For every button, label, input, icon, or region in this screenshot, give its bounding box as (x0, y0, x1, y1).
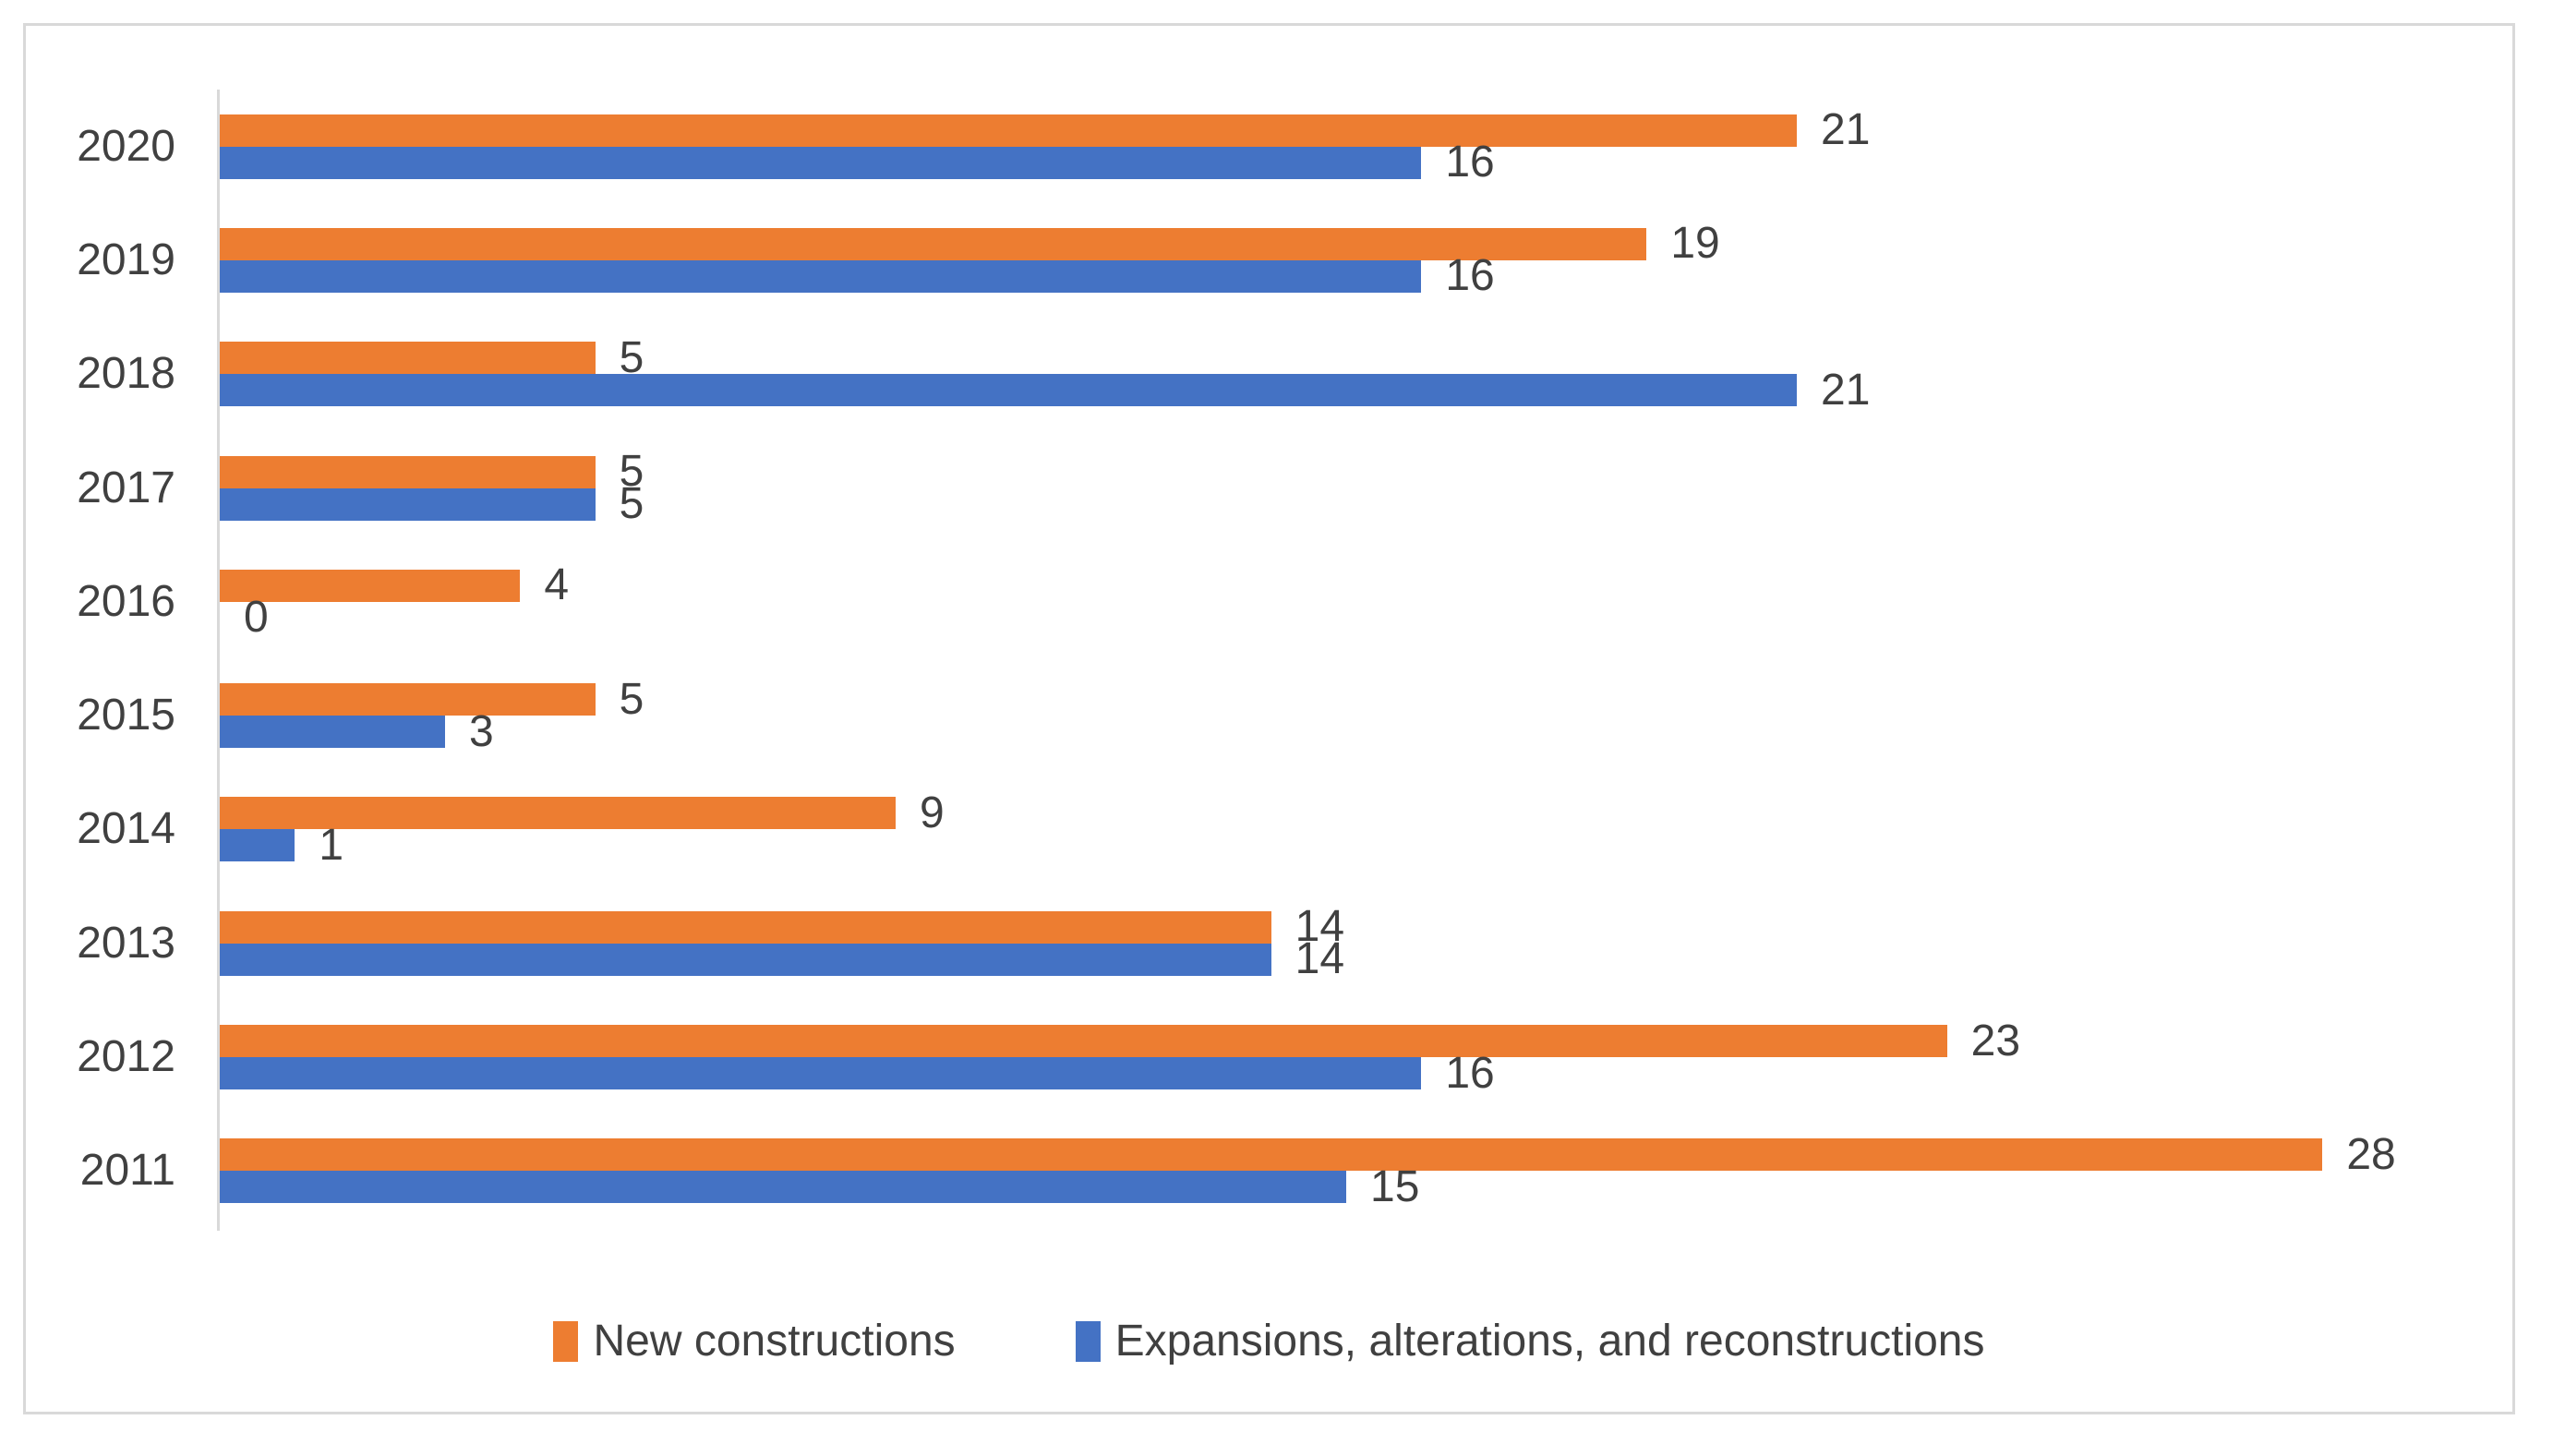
data-label-expansions-2015: 3 (469, 706, 494, 756)
plot-area: 21 16 19 16 5 21 5 5 4 0 5 3 9 1 14 14 23 16 28 15 (220, 90, 2473, 1228)
category-label: 2019 (77, 235, 175, 284)
data-label-new-constructions-2014: 9 (920, 788, 945, 837)
bar-new-constructions-2014 (220, 797, 896, 830)
bar-new-constructions-2018 (220, 342, 596, 375)
legend-label-new-constructions: New constructions (593, 1317, 956, 1366)
legend-item-new-constructions: New constructions (553, 1317, 956, 1366)
bar-expansions-2011 (220, 1171, 1346, 1204)
category-axis-labels: 2020 2019 2018 2017 2016 2015 2014 2013 2012 2011 (0, 90, 175, 1228)
category-label: 2013 (77, 918, 175, 968)
data-label-new-constructions-2019: 19 (1670, 219, 1720, 269)
data-label-expansions-2019: 16 (1445, 251, 1495, 301)
category-label: 2011 (79, 1146, 175, 1196)
category-label: 2016 (77, 576, 175, 626)
bar-new-constructions-2011 (220, 1138, 2323, 1172)
data-label-new-constructions-2018: 5 (619, 332, 644, 382)
bar-expansions-2015 (220, 716, 445, 749)
legend-swatch-new-constructions-icon (553, 1321, 579, 1362)
data-label-expansions-2014: 1 (319, 820, 344, 870)
data-label-new-constructions-2016: 4 (544, 560, 570, 610)
bar-expansions-2019 (220, 259, 1422, 293)
category-axis-line (217, 90, 220, 1231)
data-label-expansions-2017: 5 (619, 479, 644, 529)
bar-new-constructions-2019 (220, 227, 1647, 260)
data-label-new-constructions-2020: 21 (1821, 105, 1871, 155)
bar-new-constructions-2017 (220, 455, 596, 488)
bar-new-constructions-2013 (220, 910, 1271, 944)
bar-expansions-2018 (220, 374, 1797, 407)
data-label-expansions-2016: 0 (244, 593, 269, 643)
bar-new-constructions-2020 (220, 114, 1797, 147)
data-label-expansions-2018: 21 (1821, 365, 1871, 415)
category-label: 2017 (77, 463, 175, 512)
bar-new-constructions-2016 (220, 569, 521, 602)
data-label-new-constructions-2011: 28 (2346, 1129, 2396, 1179)
category-label: 2018 (77, 349, 175, 399)
data-label-expansions-2013: 14 (1295, 934, 1345, 984)
data-label-expansions-2012: 16 (1445, 1048, 1495, 1098)
bar-expansions-2020 (220, 146, 1422, 179)
bar-new-constructions-2015 (220, 683, 596, 716)
bar-expansions-2014 (220, 829, 295, 862)
data-label-new-constructions-2013: 14 (1295, 902, 1345, 952)
bar-expansions-2013 (220, 943, 1271, 976)
bar-expansions-2012 (220, 1057, 1422, 1090)
data-label-expansions-2011: 15 (1370, 1161, 1420, 1211)
data-label-new-constructions-2015: 5 (619, 674, 644, 724)
category-label: 2020 (77, 121, 175, 171)
legend: New constructions Expansions, alteration… (23, 1309, 2515, 1374)
category-label: 2012 (77, 1032, 175, 1082)
data-label-new-constructions-2017: 5 (619, 447, 644, 497)
legend-label-expansions: Expansions, alterations, and reconstruct… (1114, 1317, 1985, 1366)
data-label-new-constructions-2012: 23 (1970, 1016, 2021, 1065)
category-label: 2014 (77, 804, 175, 854)
bar-new-constructions-2012 (220, 1025, 1947, 1058)
legend-swatch-expansions-icon (1075, 1321, 1101, 1362)
legend-item-expansions: Expansions, alterations, and reconstruct… (1075, 1317, 1985, 1366)
data-label-expansions-2020: 16 (1445, 138, 1495, 187)
bar-expansions-2017 (220, 487, 596, 521)
category-label: 2015 (77, 691, 175, 740)
